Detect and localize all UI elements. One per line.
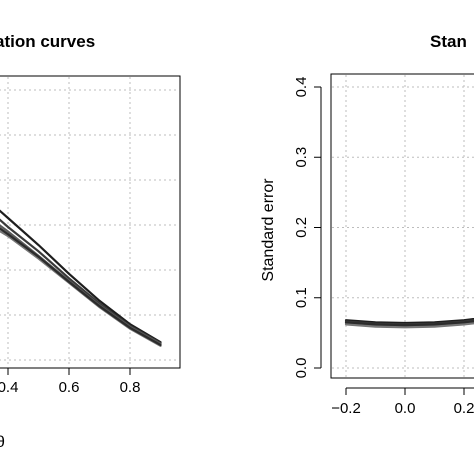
right-x-tick-label: −0.2 [331,400,361,417]
left-x-ticks: 0.4 0.6 0.8 [0,367,141,396]
left-grid [0,77,179,367]
right-series-line [344,322,474,329]
left-series-line [0,218,162,345]
left-x-tick-label: 0.4 [0,379,18,396]
right-y-tick-label: 0.2 [293,217,310,238]
right-plot-frame [330,73,474,379]
right-chart-title: Stan [430,32,467,51]
left-chart-title: ation curves [0,32,95,51]
right-y-tick-label: 0.0 [293,358,310,379]
right-y-tick-label: 0.3 [293,147,310,168]
left-panel: ation curves 0.4 0.6 0.8 θ [0,32,181,451]
left-series-line [0,227,162,346]
right-y-tick-label: 0.4 [293,77,310,98]
left-series-line [0,209,162,344]
left-series-line [0,230,162,347]
right-series-line [344,320,474,327]
right-series-group [344,317,474,329]
left-x-axis-label: θ [0,434,5,451]
left-series-line [0,224,162,346]
right-x-tick-label: 0.0 [395,400,416,417]
left-series-group [0,209,162,347]
right-x-ticks: −0.2 0.0 0.2 [331,387,474,417]
right-series-line [344,317,474,325]
left-plot-frame [0,75,181,369]
left-x-tick-label: 0.8 [120,379,141,396]
right-panel: Stan −0.2 0.0 0.2 0.0 0.1 0.2 0.3 0.4 Standard… [260,32,474,417]
right-y-tick-label: 0.1 [293,287,310,308]
right-y-ticks: 0.0 0.1 0.2 0.3 0.4 [293,77,322,379]
right-x-tick-label: 0.2 [454,400,474,417]
right-y-axis-label: Standard error [260,178,277,282]
left-x-tick-label: 0.6 [59,379,80,396]
right-grid [332,75,474,377]
